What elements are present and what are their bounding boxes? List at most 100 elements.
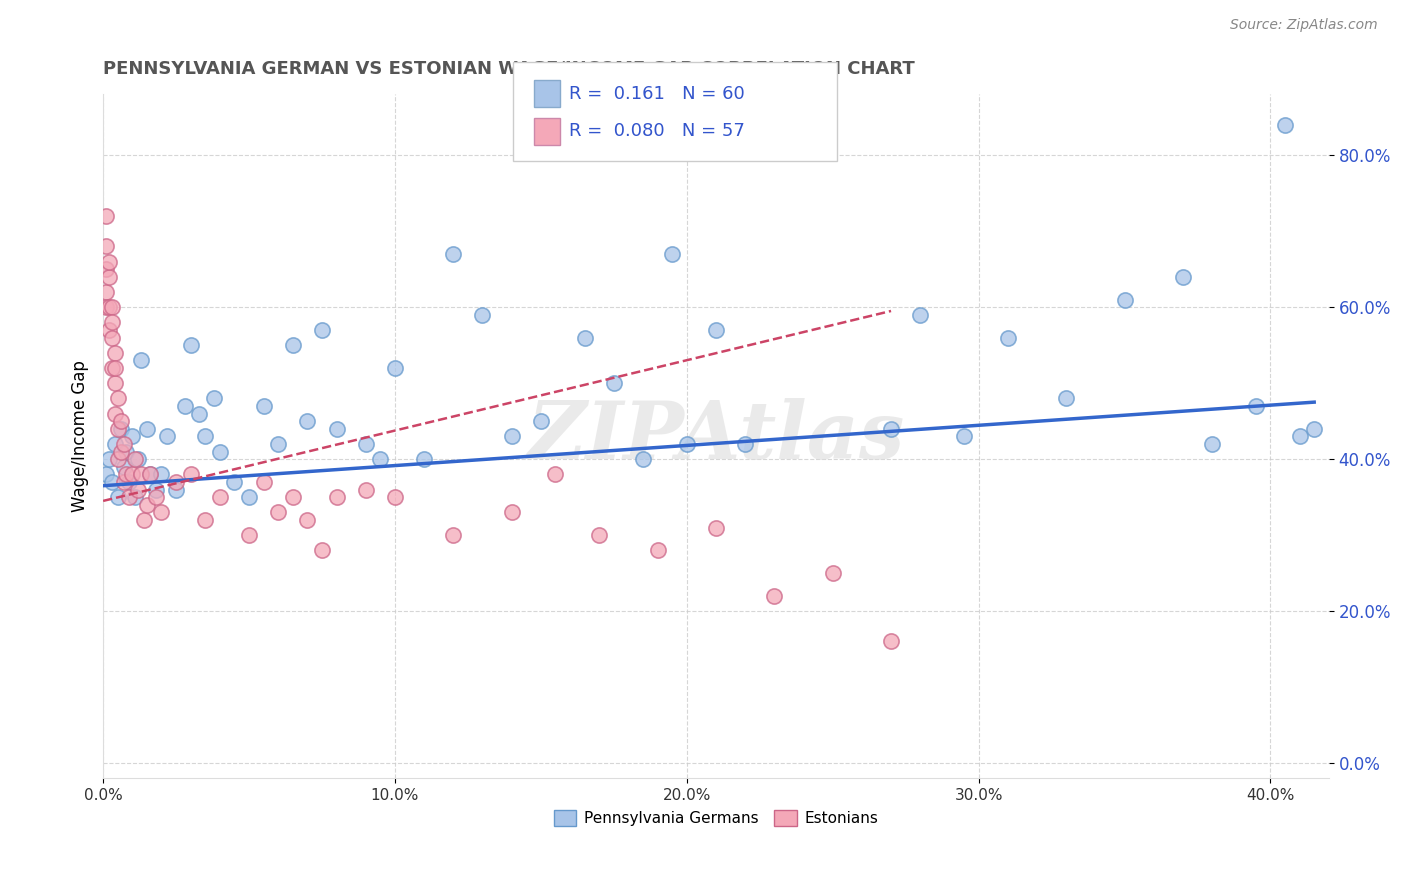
Text: Source: ZipAtlas.com: Source: ZipAtlas.com: [1230, 18, 1378, 32]
Point: [1303, 422, 1326, 436]
Point: [253, 399, 276, 413]
Text: R =  0.161   N = 60: R = 0.161 N = 60: [569, 85, 745, 103]
Point: [104, 345, 127, 359]
Point: [101, 300, 124, 314]
Point: [880, 422, 903, 436]
Point: [94, 209, 117, 223]
Text: PENNSYLVANIA GERMAN VS ESTONIAN WAGE/INCOME GAP CORRELATION CHART: PENNSYLVANIA GERMAN VS ESTONIAN WAGE/INC…: [103, 60, 915, 78]
Point: [384, 490, 406, 504]
Point: [194, 429, 217, 443]
Point: [132, 513, 155, 527]
Point: [180, 338, 202, 352]
Point: [94, 262, 117, 277]
Point: [110, 422, 132, 436]
Point: [124, 490, 146, 504]
Point: [194, 513, 217, 527]
Point: [311, 323, 333, 337]
Point: [238, 490, 260, 504]
Point: [354, 437, 377, 451]
Text: ZIPAtlas: ZIPAtlas: [527, 398, 904, 475]
Point: [98, 300, 121, 314]
Point: [501, 429, 523, 443]
Point: [98, 323, 121, 337]
Point: [94, 467, 117, 482]
Point: [101, 475, 124, 489]
Point: [115, 444, 138, 458]
Point: [94, 239, 117, 253]
Point: [118, 490, 141, 504]
Point: [297, 513, 319, 527]
Point: [150, 467, 173, 482]
Point: [139, 467, 162, 482]
Point: [101, 330, 124, 344]
Point: [104, 376, 127, 391]
Point: [734, 437, 756, 451]
Point: [129, 353, 152, 368]
Point: [441, 528, 464, 542]
Point: [94, 285, 117, 299]
Point: [150, 505, 173, 519]
Point: [370, 452, 392, 467]
Point: [127, 452, 149, 467]
Point: [115, 467, 138, 482]
Point: [98, 452, 121, 467]
Point: [603, 376, 626, 391]
Point: [107, 422, 129, 436]
Legend: Pennsylvania Germans, Estonians: Pennsylvania Germans, Estonians: [547, 804, 884, 832]
Point: [574, 330, 596, 344]
Point: [997, 330, 1019, 344]
Point: [145, 490, 167, 504]
Point: [104, 360, 127, 375]
Point: [281, 490, 304, 504]
Point: [224, 475, 246, 489]
Point: [165, 475, 187, 489]
Point: [107, 392, 129, 406]
Point: [471, 308, 494, 322]
Point: [104, 437, 127, 451]
Point: [129, 467, 152, 482]
Point: [413, 452, 436, 467]
Point: [124, 452, 146, 467]
Point: [101, 360, 124, 375]
Point: [101, 315, 124, 329]
Point: [311, 543, 333, 558]
Point: [104, 407, 127, 421]
Point: [544, 467, 567, 482]
Point: [165, 483, 187, 497]
Point: [675, 437, 697, 451]
Point: [441, 247, 464, 261]
Point: [325, 422, 347, 436]
Point: [202, 392, 225, 406]
Point: [267, 505, 290, 519]
Point: [107, 490, 129, 504]
Point: [821, 566, 844, 580]
Point: [1114, 293, 1136, 307]
Point: [121, 429, 143, 443]
Point: [953, 429, 976, 443]
Point: [325, 490, 347, 504]
Point: [118, 475, 141, 489]
Point: [910, 308, 932, 322]
Point: [1274, 118, 1296, 132]
Y-axis label: Wage/Income Gap: Wage/Income Gap: [72, 360, 89, 512]
Point: [112, 475, 135, 489]
Point: [238, 528, 260, 542]
Point: [98, 269, 121, 284]
Point: [1244, 399, 1267, 413]
Point: [704, 520, 727, 534]
Point: [530, 414, 553, 428]
Point: [110, 444, 132, 458]
Point: [180, 467, 202, 482]
Point: [384, 360, 406, 375]
Point: [1288, 429, 1310, 443]
Point: [135, 422, 157, 436]
Point: [94, 300, 117, 314]
Point: [110, 414, 132, 428]
Point: [253, 475, 276, 489]
Point: [267, 437, 290, 451]
Point: [880, 634, 903, 648]
Point: [127, 483, 149, 497]
Point: [208, 444, 231, 458]
Point: [107, 452, 129, 467]
Point: [1201, 437, 1223, 451]
